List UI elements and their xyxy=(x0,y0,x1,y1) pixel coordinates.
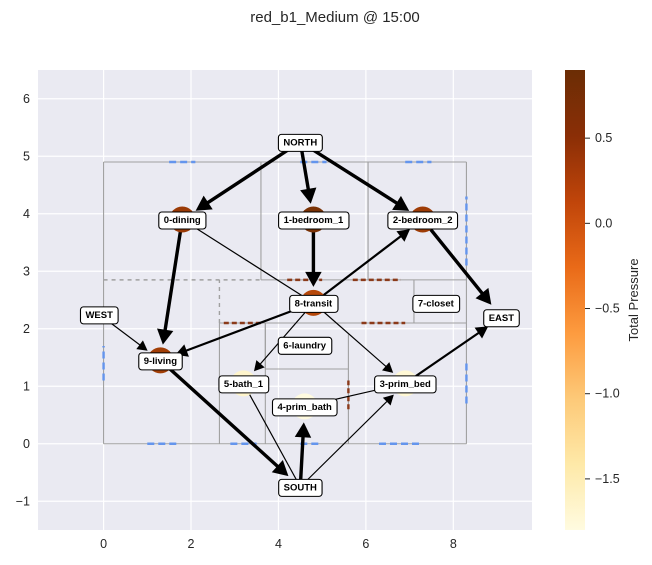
graph-nodes: NORTH WEST EAST SOUTH 0-dining 1-bedroom_1 2-b… xyxy=(79,133,520,497)
y-tick-label: 2 xyxy=(23,322,30,336)
edge-9-living-to-SOUTH xyxy=(158,358,280,468)
colorbar-tick-label: 0.5 xyxy=(595,131,612,145)
node-label-NORTH: NORTH xyxy=(277,133,323,152)
edge-2-bedroom_2-to-EAST xyxy=(421,217,484,295)
x-tick-label: 6 xyxy=(362,537,369,551)
y-tick-label: 0 xyxy=(23,437,30,451)
node-label-box xyxy=(278,211,350,230)
arrowhead-0-dining xyxy=(195,195,213,211)
arrowhead-9-living xyxy=(136,340,148,351)
colorbar-tick-label: −1.0 xyxy=(595,387,620,401)
axis-ticks: 0 2 4 6 8 −1 0 1 2 3 4 5 6 xyxy=(16,92,457,551)
x-tick-label: 4 xyxy=(275,537,282,551)
edge-8-transit-to-2-bedroom_2 xyxy=(312,235,402,304)
arrowhead-3-prim_bed xyxy=(382,362,394,373)
node-label-box xyxy=(138,352,183,371)
edge-SOUTH-to-4-prim_bath xyxy=(298,435,305,489)
node-label-box xyxy=(158,211,207,230)
node-label-text: 6-laundry xyxy=(283,340,326,351)
graph-edges xyxy=(98,140,492,489)
y-tick-label: 4 xyxy=(23,207,30,221)
node-label-text: 0-dining xyxy=(164,215,201,226)
node-label-text: 4-prim_bath xyxy=(277,402,332,413)
colorbar-label: Total Pressure xyxy=(626,258,641,341)
edge-8-transit-to-5-bath_1 xyxy=(259,302,315,365)
node-label-box xyxy=(412,294,461,313)
node-label-5-bath_1: 5-bath_1 xyxy=(218,375,270,394)
node-label-box xyxy=(483,309,520,328)
node-label-SOUTH: SOUTH xyxy=(278,478,323,497)
edge-8-transit-to-3-prim_bed xyxy=(312,302,387,367)
node-label-text: EAST xyxy=(489,313,515,324)
node-label-7-closet: 7-closet xyxy=(412,294,461,313)
node-label-box xyxy=(278,478,323,497)
node-label-6-laundry: 6-laundry xyxy=(277,336,333,355)
node-label-box xyxy=(374,375,437,394)
node-label-box xyxy=(277,336,333,355)
node-label-8-transit: 8-transit xyxy=(289,294,339,313)
arrowhead-EAST xyxy=(474,326,489,339)
node-label-text: SOUTH xyxy=(284,482,317,493)
edge-NORTH-to-0-dining xyxy=(206,140,303,205)
x-tick-label: 8 xyxy=(450,537,457,551)
y-tick-label: 1 xyxy=(23,379,30,393)
arrowhead-1-bedroom_1 xyxy=(300,187,317,204)
node-label-box xyxy=(218,375,270,394)
edge-0-dining-to-8-transit xyxy=(181,218,315,304)
colorbar-tick-label: −0.5 xyxy=(595,302,620,316)
node-label-text: 2-bedroom_2 xyxy=(393,215,453,226)
node-label-text: 3-prim_bed xyxy=(380,379,431,390)
node-label-box xyxy=(387,211,459,230)
colorbar-gradient xyxy=(565,70,585,530)
floorplan-walls xyxy=(102,160,468,445)
node-label-text: WEST xyxy=(85,310,113,321)
node-label-text: 9-living xyxy=(144,356,177,367)
node-label-text: NORTH xyxy=(283,137,317,148)
y-tick-label: 6 xyxy=(23,92,30,106)
node-label-4-prim_bath: 4-prim_bath xyxy=(271,398,338,417)
colorbar: 0.5 0.0 −0.5 −1.0 −1.5 Total Pressure xyxy=(565,70,641,530)
node-label-2-bedroom_2: 2-bedroom_2 xyxy=(387,211,459,230)
y-tick-label: 5 xyxy=(23,149,30,163)
node-label-9-living: 9-living xyxy=(138,352,183,371)
arrowhead-SOUTH xyxy=(271,459,289,477)
node-label-0-dining: 0-dining xyxy=(158,211,207,230)
y-tick-label: 3 xyxy=(23,264,30,278)
x-tick-label: 2 xyxy=(188,537,195,551)
node-label-box xyxy=(277,133,323,152)
node-label-text: 5-bath_1 xyxy=(224,379,264,390)
x-tick-label: 0 xyxy=(100,537,107,551)
node-label-text: 8-transit xyxy=(295,298,333,309)
node-label-text: 1-bedroom_1 xyxy=(284,215,344,226)
edge-3-prim_bed-to-EAST xyxy=(404,332,480,385)
node-label-3-prim_bed: 3-prim_bed xyxy=(374,375,437,394)
arrowhead-9-living xyxy=(157,328,174,345)
colorbar-tick-label: 0.0 xyxy=(595,216,612,230)
node-label-EAST: EAST xyxy=(483,309,520,328)
arrowhead-2-bedroom_2 xyxy=(396,229,410,242)
node-label-WEST: WEST xyxy=(79,306,119,325)
edge-5-bath_1-to-SOUTH xyxy=(242,382,301,488)
node-label-text: 7-closet xyxy=(418,298,455,309)
node-label-box xyxy=(271,398,338,417)
node-label-1-bedroom_1: 1-bedroom_1 xyxy=(278,211,350,230)
colorbar-tick-label: −1.5 xyxy=(595,472,620,486)
figure-title: red_b1_Medium @ 15:00 xyxy=(250,9,420,26)
arrowhead-5-bath_1 xyxy=(253,360,265,372)
arrowhead-3-prim_bed xyxy=(382,394,394,406)
node-label-box xyxy=(79,306,119,325)
arrowhead-8-transit xyxy=(305,271,322,287)
arrowhead-2-bedroom_2 xyxy=(392,195,410,211)
node-label-box xyxy=(289,294,339,313)
arrowhead-EAST xyxy=(475,287,492,305)
colorbar-ticks: 0.5 0.0 −0.5 −1.0 −1.5 xyxy=(585,131,620,486)
edge-NORTH-to-2-bedroom_2 xyxy=(298,140,399,205)
edge-0-dining-to-9-living xyxy=(163,217,184,332)
y-tick-label: −1 xyxy=(16,494,30,508)
edge-SOUTH-to-3-prim_bed xyxy=(299,401,388,488)
arrowhead-4-prim_bath xyxy=(294,422,312,438)
